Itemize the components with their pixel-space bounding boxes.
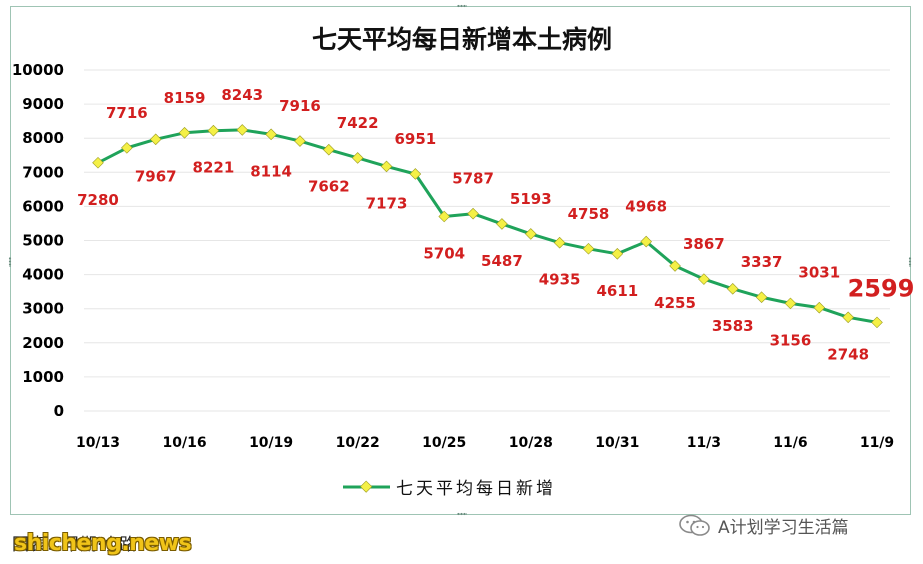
y-tick-label: 2000 bbox=[22, 334, 64, 352]
data-point bbox=[842, 311, 854, 324]
data-point bbox=[582, 242, 595, 255]
wechat-icon bbox=[679, 514, 710, 536]
data-label: 3867 bbox=[683, 235, 725, 253]
y-tick-label: 9000 bbox=[22, 95, 64, 113]
data-point bbox=[784, 297, 797, 310]
x-tick-label: 10/22 bbox=[336, 435, 380, 451]
data-label: 8114 bbox=[250, 162, 292, 180]
y-tick-label: 0 bbox=[54, 402, 64, 420]
grid-lines bbox=[84, 69, 890, 412]
data-point bbox=[438, 210, 451, 223]
legend: 七天平均每日新增 bbox=[343, 479, 556, 499]
y-tick-label: 1000 bbox=[22, 368, 64, 386]
data-point bbox=[121, 142, 133, 154]
data-point bbox=[813, 301, 826, 314]
legend-marker-swatch bbox=[360, 480, 373, 493]
chart-frame bbox=[8, 4, 912, 516]
x-tick-label: 11/9 bbox=[860, 435, 894, 451]
data-point bbox=[524, 228, 537, 240]
chart-caption: 图表：早期·小路 bbox=[12, 535, 137, 555]
x-axis-ticks: 10/13 10/16 10/19 10/22 10/25 10/28 10/31 11/3 1… bbox=[76, 435, 894, 451]
chart-title: 七天平均每日新增本土病例 bbox=[312, 25, 612, 54]
legend-label: 七天平均每日新增 bbox=[396, 479, 556, 499]
y-tick-label: 8000 bbox=[22, 129, 64, 147]
watermark-shicheng: shicheng.news bbox=[14, 531, 192, 556]
x-tick-label: 10/31 bbox=[595, 435, 639, 451]
y-tick-label: 5000 bbox=[22, 232, 64, 250]
series-layer bbox=[92, 124, 883, 329]
watermark-wechat: A计划学习生活篇 bbox=[678, 512, 849, 538]
data-label: 5787 bbox=[452, 170, 494, 188]
data-point bbox=[409, 168, 422, 180]
data-point bbox=[467, 207, 479, 220]
data-label: 4255 bbox=[654, 294, 696, 312]
data-point bbox=[669, 260, 681, 272]
data-label: 4611 bbox=[596, 282, 638, 300]
data-label: 7280 bbox=[77, 191, 119, 209]
resize-handle-bottom[interactable] bbox=[457, 512, 467, 516]
data-point bbox=[640, 235, 652, 248]
data-label: 3031 bbox=[798, 264, 840, 282]
x-tick-label: 11/3 bbox=[687, 435, 721, 451]
y-tick-label: 6000 bbox=[22, 197, 64, 215]
data-point bbox=[496, 218, 508, 230]
watermark-wechat-text: A计划学习生活篇 bbox=[718, 517, 849, 538]
data-point bbox=[351, 152, 364, 164]
data-point bbox=[611, 247, 624, 260]
y-tick-label: 10000 bbox=[12, 61, 64, 79]
data-label: 7173 bbox=[366, 194, 408, 212]
data-label: 7967 bbox=[135, 167, 177, 185]
x-tick-label: 10/13 bbox=[76, 435, 120, 451]
data-label: 7662 bbox=[308, 178, 350, 196]
data-label: 7716 bbox=[106, 104, 148, 122]
data-point bbox=[236, 124, 249, 136]
x-tick-label: 10/28 bbox=[509, 435, 553, 451]
data-point bbox=[726, 283, 739, 295]
data-label: 3583 bbox=[712, 317, 754, 335]
data-point bbox=[755, 291, 768, 304]
data-label: 7422 bbox=[337, 114, 379, 132]
y-tick-label: 3000 bbox=[22, 300, 64, 318]
data-label: 4935 bbox=[539, 271, 581, 289]
data-point bbox=[149, 133, 162, 146]
x-tick-label: 10/25 bbox=[422, 435, 466, 451]
resize-handle-left[interactable] bbox=[8, 257, 12, 267]
data-label: 6951 bbox=[394, 130, 436, 148]
y-tick-label: 7000 bbox=[22, 163, 64, 181]
resize-handle-top[interactable] bbox=[457, 4, 467, 8]
data-label: 2599 bbox=[848, 274, 915, 302]
x-tick-label: 10/19 bbox=[249, 435, 293, 451]
data-label: 8159 bbox=[164, 89, 206, 107]
data-label: 7916 bbox=[279, 97, 321, 115]
data-label: 5487 bbox=[481, 252, 523, 270]
y-tick-label: 4000 bbox=[22, 266, 64, 284]
x-tick-label: 10/16 bbox=[163, 435, 207, 451]
data-label: 4968 bbox=[625, 198, 667, 216]
series-line bbox=[97, 128, 878, 324]
data-label: 5704 bbox=[423, 244, 465, 262]
resize-handle-right[interactable] bbox=[908, 257, 912, 267]
data-label: 2748 bbox=[827, 345, 869, 363]
data-point bbox=[265, 128, 277, 141]
data-point bbox=[92, 156, 104, 169]
data-label: 5193 bbox=[510, 190, 552, 208]
data-label: 3337 bbox=[741, 253, 783, 271]
data-label: 8221 bbox=[193, 159, 235, 177]
data-point bbox=[294, 135, 306, 147]
data-label: 4758 bbox=[568, 205, 610, 223]
data-point bbox=[698, 273, 710, 285]
data-point bbox=[380, 160, 393, 173]
data-point bbox=[207, 124, 220, 137]
data-label: 8243 bbox=[221, 86, 263, 104]
data-point bbox=[871, 316, 883, 329]
data-point bbox=[323, 143, 335, 156]
data-point bbox=[178, 126, 191, 139]
data-point bbox=[553, 236, 566, 249]
data-label: 3156 bbox=[770, 331, 812, 349]
data-labels: 7280 7716 7967 8159 8221 8243 8114 7916 7662 7422… bbox=[77, 86, 914, 363]
y-axis-ticks: 0 1000 2000 3000 4000 5000 6000 7000 8000 9000 100… bbox=[12, 61, 64, 420]
x-tick-label: 11/6 bbox=[773, 435, 807, 451]
